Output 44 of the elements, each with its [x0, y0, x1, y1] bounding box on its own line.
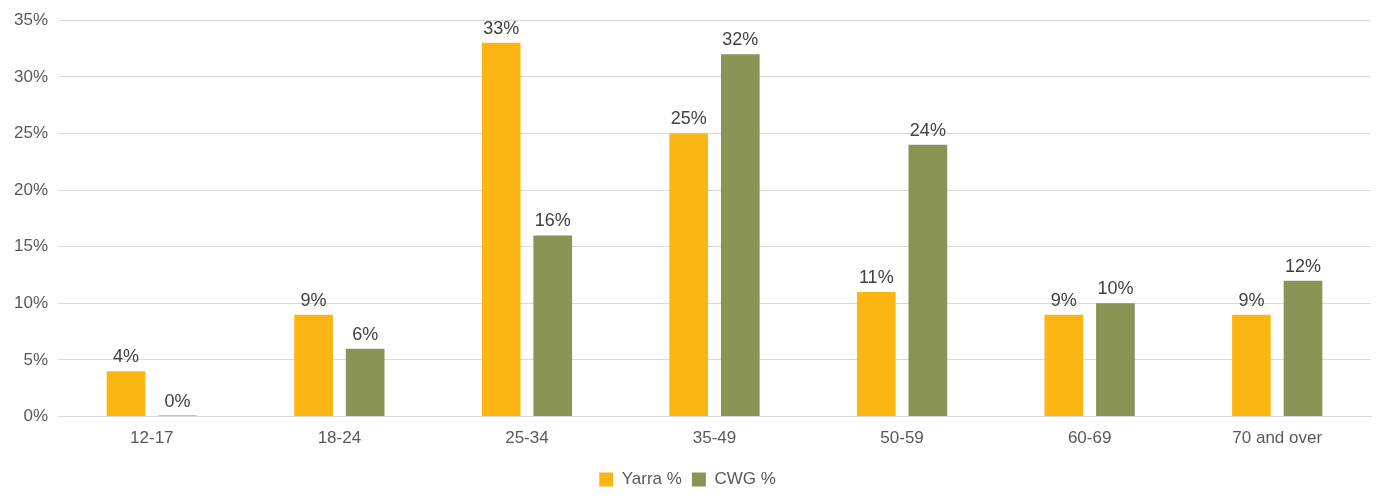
x-tick-label: 60-69 [1067, 428, 1112, 448]
y-tick-label: 15% [13, 236, 49, 256]
data-label: 25% [670, 108, 707, 129]
data-label: 32% [722, 29, 759, 50]
data-label: 4% [113, 346, 140, 367]
y-tick-label: 35% [13, 9, 49, 29]
bar [669, 133, 709, 417]
data-label: 12% [1284, 255, 1322, 276]
bar [1283, 280, 1323, 417]
data-label: 10% [1097, 278, 1134, 299]
x-tick-label: 18-24 [317, 428, 362, 448]
bar [345, 348, 385, 417]
bar [1096, 303, 1135, 417]
bar [1232, 314, 1271, 417]
data-label: 16% [534, 210, 571, 231]
y-tick-label: 5% [23, 349, 49, 369]
bar [1044, 314, 1084, 417]
legend-label: CWG % [714, 469, 776, 489]
data-label: 0% [164, 390, 191, 411]
y-tick-label: 0% [23, 406, 49, 426]
y-tick-label: 30% [13, 66, 49, 86]
y-tick-label: 10% [13, 293, 49, 313]
data-label: 6% [352, 323, 379, 344]
bar [481, 42, 521, 417]
bar [720, 54, 760, 417]
x-tick-label: 70 and over [1232, 428, 1323, 448]
data-label: 9% [1238, 289, 1265, 310]
x-tick-label: 12-17 [130, 428, 174, 448]
x-tick-label: 25-34 [505, 428, 549, 448]
data-label: 24% [909, 119, 946, 140]
data-label: 9% [1050, 289, 1077, 310]
data-label: 33% [483, 17, 520, 38]
bar [908, 144, 948, 417]
y-tick-label: 25% [13, 123, 49, 143]
data-label: 9% [300, 289, 327, 310]
data-label: 11% [858, 266, 894, 287]
bar [106, 371, 146, 417]
bar [533, 235, 573, 417]
y-tick-label: 20% [13, 179, 49, 199]
legend-label: Yarra % [621, 469, 682, 489]
x-tick-label: 35-49 [692, 428, 737, 448]
x-tick-label: 50-59 [880, 428, 924, 448]
bar [294, 314, 333, 417]
bar [856, 292, 896, 417]
